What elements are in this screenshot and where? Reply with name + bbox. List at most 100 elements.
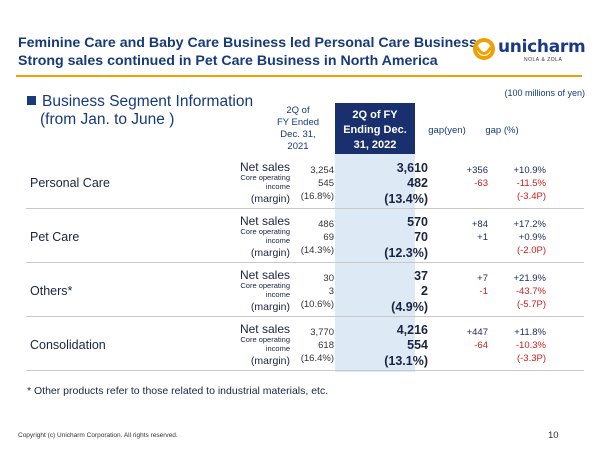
cur-core-income: 70 <box>414 230 428 244</box>
gap-pct-margin: (-5.7P) <box>516 299 546 310</box>
core-income-label-2: income <box>265 343 290 353</box>
header-cur-line: 31, 2022 <box>353 139 397 151</box>
header-prev-line: FY Ended <box>276 117 320 128</box>
header-prev-line: Dec. 31, <box>280 129 316 140</box>
segment-name: Others* <box>30 284 73 298</box>
gap-yen-sales: +356 <box>466 165 488 176</box>
header-prev-line: 2Q of <box>286 105 310 116</box>
net-sales-label: Net sales <box>239 214 290 228</box>
prev-core-income: 69 <box>323 232 334 243</box>
core-income-label-2: income <box>265 181 290 191</box>
core-income-label-1: Core operating <box>240 227 290 236</box>
page-number: 10 <box>548 430 559 441</box>
title-line-1: Feminine Care and Baby Care Business led… <box>18 35 477 51</box>
header-cur-line: 2Q of FY <box>352 109 398 121</box>
prev-core-income: 545 <box>318 178 334 189</box>
net-sales-label: Net sales <box>239 322 290 336</box>
header-current-year: 2Q of FY Ending Dec. 31, 2022 <box>335 103 415 154</box>
row-divider <box>26 262 584 263</box>
gap-yen-income: +1 <box>477 232 488 243</box>
footnote: * Other products refer to those related … <box>27 385 329 397</box>
cur-margin: (13.4%) <box>384 192 428 206</box>
cur-margin: (13.1%) <box>384 354 428 368</box>
gap-pct-sales: +10.9% <box>513 165 547 176</box>
net-sales-label: Net sales <box>239 160 290 174</box>
segment-name: Personal Care <box>30 176 110 190</box>
gap-pct-sales: +21.9% <box>513 273 547 284</box>
segment-name: Pet Care <box>30 230 80 244</box>
core-income-label-2: income <box>265 235 290 245</box>
cur-net-sales: 3,610 <box>396 161 428 175</box>
gap-yen-sales: +7 <box>477 273 488 284</box>
section-heading: Business Segment Information (from Jan. … <box>27 93 253 129</box>
prev-net-sales: 486 <box>318 219 334 230</box>
table-row: Others* Net sales Core operating income … <box>18 263 584 317</box>
header-gap-yen: gap(yen) <box>428 125 466 136</box>
cur-margin: (4.9%) <box>391 300 428 314</box>
margin-label: (margin) <box>250 247 290 259</box>
cur-core-income: 554 <box>407 338 428 352</box>
prev-net-sales: 3,254 <box>310 165 334 176</box>
gap-yen-income: -63 <box>474 178 488 189</box>
gap-pct-margin: (-3.4P) <box>516 191 546 202</box>
gap-pct-sales: +17.2% <box>513 219 547 230</box>
current-year-column-bg <box>335 154 415 372</box>
table-row: Pet Care Net sales Core operating income… <box>18 209 584 263</box>
prev-net-sales: 30 <box>323 273 334 284</box>
logo-mark-icon <box>473 38 495 60</box>
header-prev-line: 2021 <box>287 141 309 152</box>
segment-name: Consolidation <box>30 338 106 352</box>
prev-margin: (10.6%) <box>300 299 334 310</box>
cur-net-sales: 37 <box>414 269 428 283</box>
header-cur-line: Ending Dec. <box>343 124 407 136</box>
slide-title: Feminine Care and Baby Care Business led… <box>18 34 488 70</box>
prev-core-income: 3 <box>328 286 334 297</box>
gap-yen-sales: +84 <box>471 219 488 230</box>
gap-pct-income: -11.5% <box>516 178 546 189</box>
cur-net-sales: 4,216 <box>396 323 428 337</box>
section-title: Business Segment Information <box>42 93 254 110</box>
row-divider <box>26 316 584 317</box>
margin-label: (margin) <box>250 301 290 313</box>
prev-core-income: 618 <box>318 340 334 351</box>
gap-pct-income: -43.7% <box>515 286 546 297</box>
prev-net-sales: 3,770 <box>310 327 334 338</box>
title-divider <box>16 75 582 77</box>
core-income-label-1: Core operating <box>240 173 290 182</box>
gap-pct-margin: (-2.0P) <box>516 245 546 256</box>
cur-core-income: 2 <box>421 284 428 298</box>
prev-margin: (14.3%) <box>300 245 334 256</box>
unit-note: (100 millions of yen) <box>504 88 585 98</box>
header-prev-year: 2Q of FY Ended Dec. 31, 2021 <box>270 105 326 153</box>
net-sales-label: Net sales <box>239 268 290 282</box>
bullet-square-icon <box>27 96 36 105</box>
logo-text: unicharm <box>498 37 586 57</box>
logo-subtext: NOLA & ZOLA <box>524 57 563 63</box>
table-row: Consolidation Net sales Core operating i… <box>18 317 584 371</box>
row-divider <box>26 370 584 371</box>
gap-pct-margin: (-3.3P) <box>516 353 546 364</box>
prev-margin: (16.4%) <box>300 353 334 364</box>
cur-core-income: 482 <box>407 176 428 190</box>
header-gap-pct: gap (%) <box>485 125 519 136</box>
core-income-label-1: Core operating <box>240 335 290 344</box>
unicharm-logo: unicharm NOLA & ZOLA <box>472 36 586 70</box>
gap-yen-income: -1 <box>479 286 488 297</box>
gap-yen-sales: +447 <box>466 327 488 338</box>
margin-label: (margin) <box>250 193 290 205</box>
row-divider <box>26 208 584 209</box>
title-line-2: Strong sales continued in Pet Care Busin… <box>18 53 438 69</box>
gap-yen-income: -64 <box>474 340 488 351</box>
copyright: Copyright (c) Unicharm Corporation. All … <box>18 432 178 439</box>
prev-margin: (16.8%) <box>300 191 334 202</box>
core-income-label-1: Core operating <box>240 281 290 290</box>
margin-label: (margin) <box>250 355 290 367</box>
gap-pct-sales: +11.8% <box>514 327 546 338</box>
section-period: (from Jan. to June ) <box>40 111 175 128</box>
cur-margin: (12.3%) <box>384 246 428 260</box>
gap-pct-income: +0.9% <box>518 232 546 243</box>
table-row: Personal Care Net sales Core operating i… <box>18 155 584 209</box>
core-income-label-2: income <box>265 289 290 299</box>
gap-pct-income: -10.3% <box>515 340 546 351</box>
cur-net-sales: 570 <box>407 215 428 229</box>
